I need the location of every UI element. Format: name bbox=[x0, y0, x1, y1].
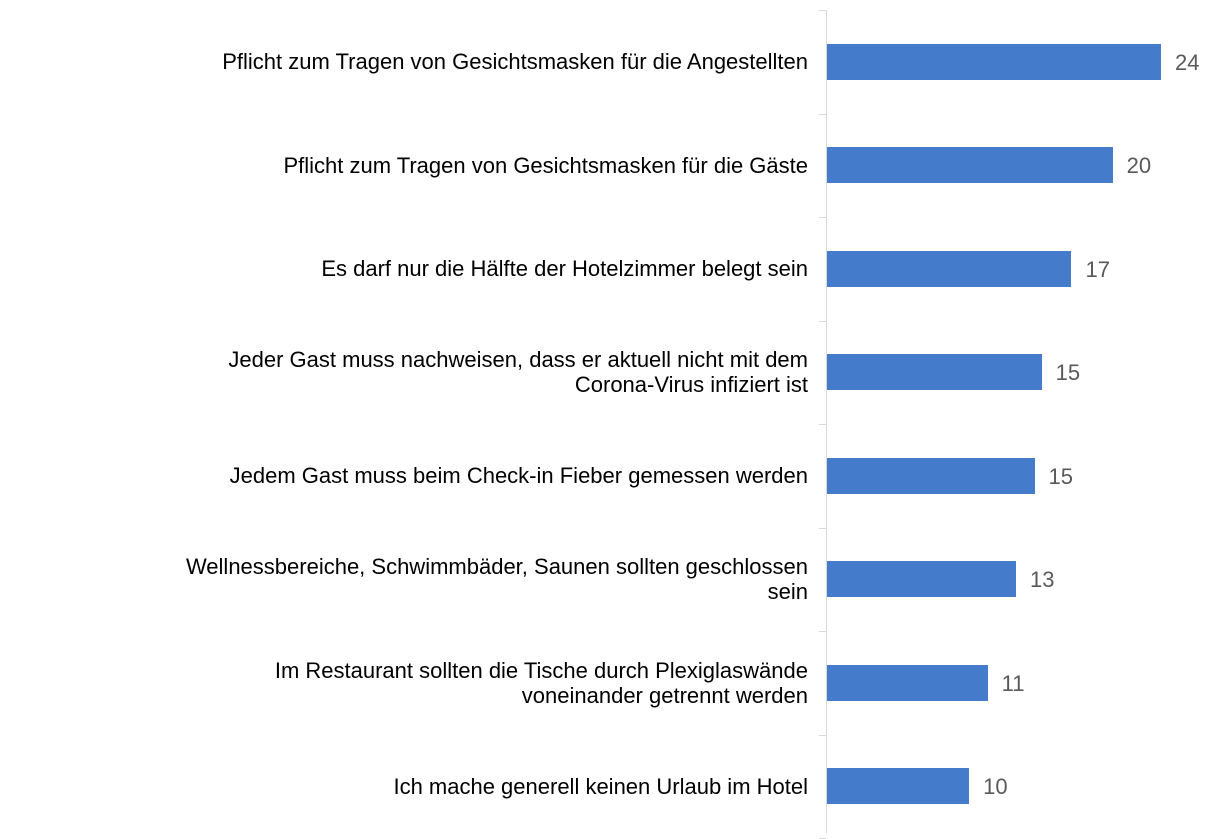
axis-tick bbox=[819, 424, 826, 425]
bar bbox=[827, 768, 970, 805]
bar bbox=[827, 147, 1113, 184]
value-label: 24 bbox=[1175, 49, 1200, 75]
value-label: 15 bbox=[1055, 360, 1081, 386]
value-label: 13 bbox=[1030, 567, 1055, 593]
value-label: 20 bbox=[1126, 153, 1152, 179]
category-label: Jeder Gast muss nachweisen, dass er aktu… bbox=[228, 347, 808, 398]
axis-tick bbox=[819, 113, 826, 115]
bar bbox=[827, 250, 1072, 287]
bar bbox=[827, 457, 1035, 494]
bar bbox=[827, 354, 1042, 391]
axis-tick bbox=[819, 734, 826, 736]
value-label: 11 bbox=[1001, 670, 1025, 696]
value-label: 15 bbox=[1048, 463, 1073, 489]
bar bbox=[827, 561, 1017, 598]
category-label: Pflicht zum Tragen von Gesichtsmasken fü… bbox=[222, 49, 808, 75]
category-axis bbox=[826, 10, 827, 833]
category-label: Wellnessbereiche, Schwimmbäder, Saunen s… bbox=[185, 554, 808, 605]
category-label: Im Restaurant sollten die Tische durch P… bbox=[274, 657, 808, 708]
bar bbox=[827, 43, 1161, 80]
category-label: Pflicht zum Tragen von Gesichtsmasken fü… bbox=[283, 152, 808, 178]
value-label: 17 bbox=[1085, 256, 1110, 282]
category-label: Ich mache generell keinen Urlaub im Hote… bbox=[393, 773, 808, 799]
axis-tick bbox=[819, 527, 826, 529]
axis-tick bbox=[819, 631, 826, 632]
axis-tick bbox=[819, 217, 826, 218]
category-label: Jedem Gast muss beim Check-in Fieber gem… bbox=[229, 463, 808, 489]
value-label: 10 bbox=[983, 774, 1008, 800]
axis-tick bbox=[819, 320, 826, 322]
axis-tick bbox=[819, 10, 826, 11]
category-label: Es darf nur die Hälfte der Hotelzimmer b… bbox=[321, 256, 808, 282]
bar bbox=[827, 664, 988, 701]
